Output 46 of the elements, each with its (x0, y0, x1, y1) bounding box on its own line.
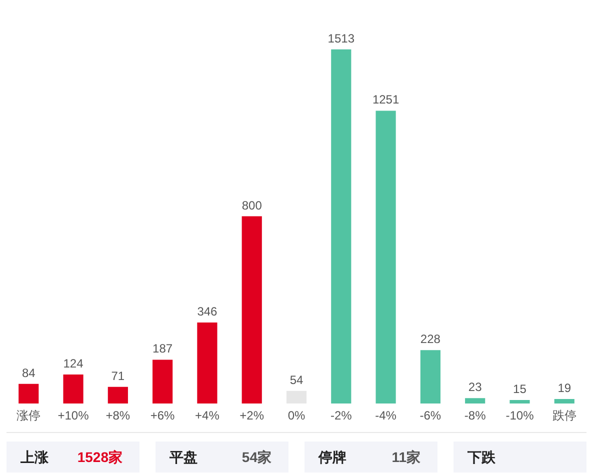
x-tick-label: -6% (420, 408, 442, 422)
data-label: 346 (197, 304, 218, 319)
x-tick-label: -4% (375, 408, 397, 422)
x-tick-label: -8% (464, 408, 486, 422)
x-tick-label: +2% (240, 408, 264, 422)
bar (108, 386, 128, 404)
bar (152, 360, 173, 404)
text: 停牌 (318, 449, 346, 465)
text: 平盘 (168, 449, 198, 465)
data-label: 54 (290, 372, 304, 387)
bar (420, 350, 440, 404)
x-tick-label: +10% (58, 408, 90, 422)
data-label: 187 (152, 342, 173, 356)
data-label: 1513 (328, 31, 355, 46)
x-tick-label: +4% (195, 408, 220, 422)
x-tick-label: -10% (506, 408, 534, 422)
data-label: 15 (513, 382, 527, 396)
data-label: 19 (558, 381, 572, 396)
x-tick-label: +6% (150, 408, 176, 422)
bar (18, 384, 39, 404)
text: 54家 (242, 449, 272, 465)
text: 1528家 (77, 449, 123, 465)
text: 上涨 (20, 449, 50, 465)
x-tick-label: -2% (330, 408, 352, 422)
bar (242, 216, 262, 404)
bar (554, 399, 574, 404)
x-tick-label: 0% (288, 408, 306, 422)
x-tick-label: +8% (106, 408, 130, 422)
data-label: 23 (468, 380, 482, 394)
bar (63, 374, 84, 404)
text: 下跌 (466, 449, 496, 465)
bar (465, 398, 486, 404)
bar (331, 49, 352, 404)
x-tick-label: 涨停 (16, 408, 41, 422)
data-label: 800 (242, 198, 262, 212)
x-tick-label: 跌停 (552, 408, 576, 422)
data-label: 71 (111, 368, 125, 383)
data-label: 228 (420, 332, 441, 346)
bar (376, 110, 396, 404)
bar (197, 322, 218, 404)
text: 11家 (392, 449, 421, 465)
data-label: 1251 (372, 92, 400, 107)
data-label: 124 (63, 356, 84, 370)
bar (286, 390, 307, 404)
bar (510, 400, 530, 404)
data-label: 84 (22, 366, 36, 380)
